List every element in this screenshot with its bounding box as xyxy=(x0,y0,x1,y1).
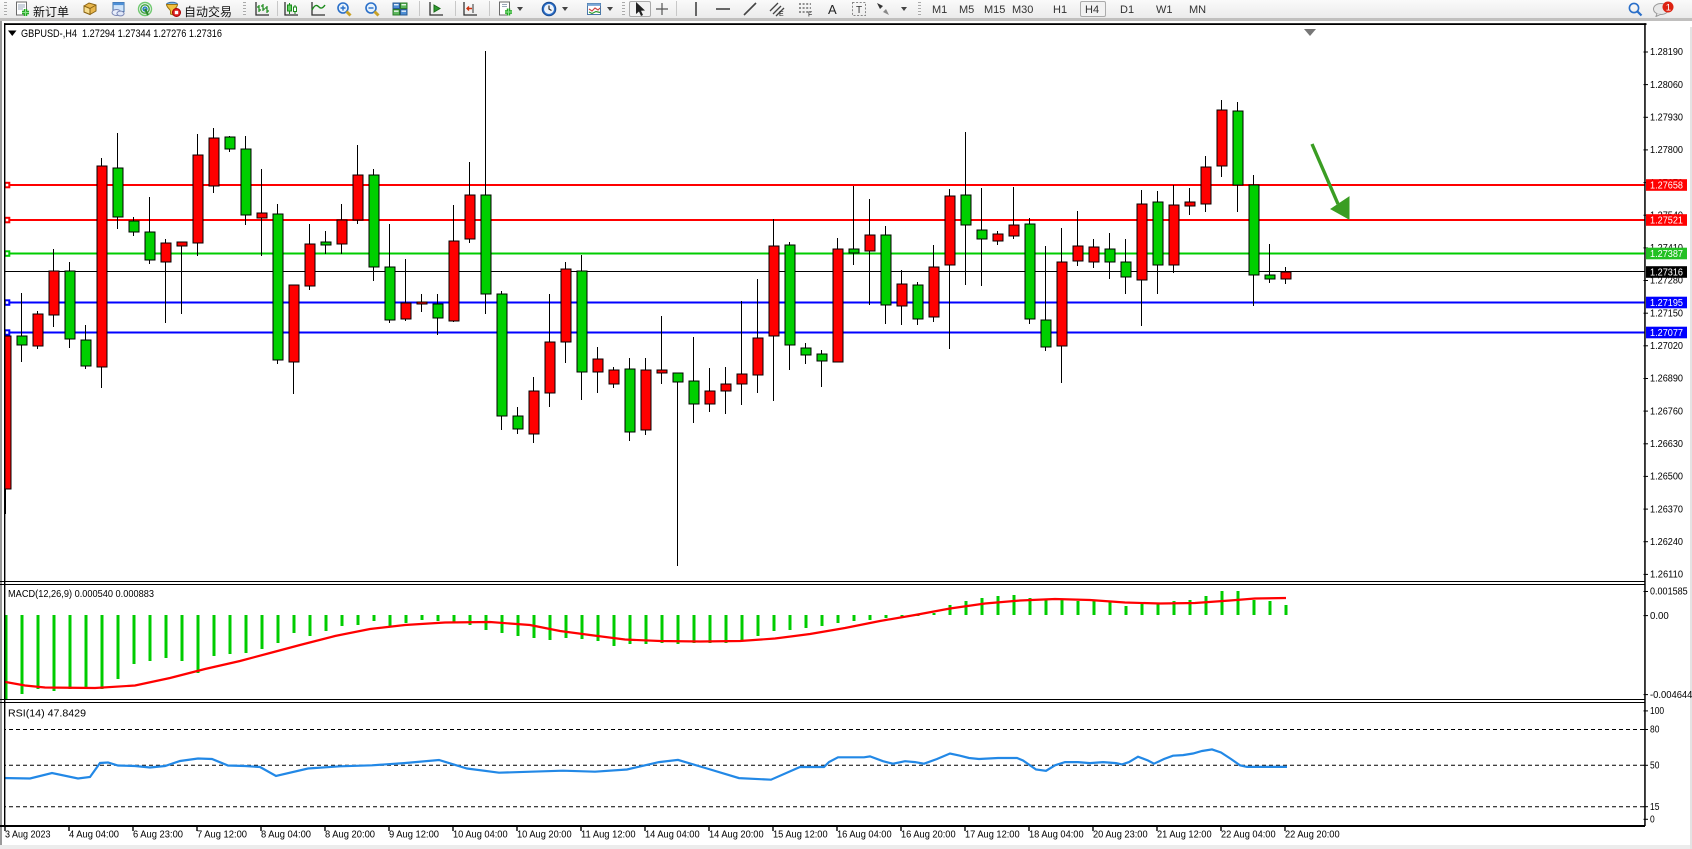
svg-text:8 Aug 20:00: 8 Aug 20:00 xyxy=(325,830,375,841)
svg-text:15 Aug 12:00: 15 Aug 12:00 xyxy=(773,830,828,841)
svg-text:1.27930: 1.27930 xyxy=(1650,113,1683,124)
svg-text:3 Aug 2023: 3 Aug 2023 xyxy=(5,830,51,841)
svg-text:1.26240: 1.26240 xyxy=(1650,537,1683,548)
svg-text:10 Aug 20:00: 10 Aug 20:00 xyxy=(517,830,572,841)
svg-text:14 Aug 04:00: 14 Aug 04:00 xyxy=(645,830,700,841)
svg-text:10 Aug 04:00: 10 Aug 04:00 xyxy=(453,830,508,841)
svg-text:20 Aug 23:00: 20 Aug 23:00 xyxy=(1093,830,1148,841)
svg-text:-0.004644: -0.004644 xyxy=(1650,690,1692,701)
svg-text:16 Aug 20:00: 16 Aug 20:00 xyxy=(901,830,956,841)
svg-text:9 Aug 12:00: 9 Aug 12:00 xyxy=(389,830,439,841)
svg-text:8 Aug 04:00: 8 Aug 04:00 xyxy=(261,830,311,841)
svg-text:1.26760: 1.26760 xyxy=(1650,406,1683,417)
svg-text:GBPUSD-,H4 1.27294 1.27344 1.: GBPUSD-,H4 1.27294 1.27344 1.27276 1.273… xyxy=(21,28,222,40)
svg-text:1.27387: 1.27387 xyxy=(1650,249,1683,260)
svg-text:14 Aug 20:00: 14 Aug 20:00 xyxy=(709,830,764,841)
svg-text:18 Aug 04:00: 18 Aug 04:00 xyxy=(1029,830,1084,841)
svg-text:1.27020: 1.27020 xyxy=(1650,341,1683,352)
svg-text:1.26890: 1.26890 xyxy=(1650,374,1683,385)
svg-text:1.28190: 1.28190 xyxy=(1650,47,1683,58)
svg-text:1.27150: 1.27150 xyxy=(1650,308,1683,319)
svg-text:1.27800: 1.27800 xyxy=(1650,145,1683,156)
svg-text:1.27316: 1.27316 xyxy=(1650,267,1683,278)
svg-text:22 Aug 04:00: 22 Aug 04:00 xyxy=(1221,830,1276,841)
svg-text:7 Aug 12:00: 7 Aug 12:00 xyxy=(197,830,247,841)
svg-text:E: E xyxy=(779,11,784,17)
svg-text:15: 15 xyxy=(1650,802,1660,813)
svg-text:1.27658: 1.27658 xyxy=(1650,180,1683,191)
svg-text:1.28060: 1.28060 xyxy=(1650,80,1683,91)
svg-text:1.27521: 1.27521 xyxy=(1650,215,1683,226)
svg-text:1.26110: 1.26110 xyxy=(1650,570,1683,581)
svg-text:1.27195: 1.27195 xyxy=(1650,298,1683,309)
svg-text:1.26630: 1.26630 xyxy=(1650,439,1683,450)
svg-text:0.001585: 0.001585 xyxy=(1650,587,1688,598)
svg-text:22 Aug 20:00: 22 Aug 20:00 xyxy=(1285,830,1340,841)
svg-text:0.00: 0.00 xyxy=(1650,611,1669,622)
svg-text:16 Aug 04:00: 16 Aug 04:00 xyxy=(837,830,892,841)
svg-text:1: 1 xyxy=(1666,3,1671,14)
svg-text:21 Aug 12:00: 21 Aug 12:00 xyxy=(1157,830,1212,841)
svg-text:100: 100 xyxy=(1650,706,1664,717)
svg-text:1.27280: 1.27280 xyxy=(1650,276,1683,287)
svg-text:T: T xyxy=(856,5,862,16)
svg-text:MACD(12,26,9) 0.000540 0.00088: MACD(12,26,9) 0.000540 0.000883 xyxy=(8,588,154,600)
svg-text:50: 50 xyxy=(1650,761,1660,772)
svg-text:1.27077: 1.27077 xyxy=(1650,328,1683,339)
svg-text:RSI(14) 47.8429: RSI(14) 47.8429 xyxy=(8,708,86,720)
svg-text:0: 0 xyxy=(1650,815,1655,826)
svg-text:4 Aug 04:00: 4 Aug 04:00 xyxy=(69,830,119,841)
svg-text:11 Aug 12:00: 11 Aug 12:00 xyxy=(581,830,636,841)
svg-text:6 Aug 23:00: 6 Aug 23:00 xyxy=(133,830,183,841)
svg-text:1.26500: 1.26500 xyxy=(1650,472,1683,483)
svg-text:F: F xyxy=(808,12,812,18)
svg-text:80: 80 xyxy=(1650,725,1660,736)
svg-text:1.26370: 1.26370 xyxy=(1650,504,1683,515)
svg-text:17 Aug 12:00: 17 Aug 12:00 xyxy=(965,830,1020,841)
